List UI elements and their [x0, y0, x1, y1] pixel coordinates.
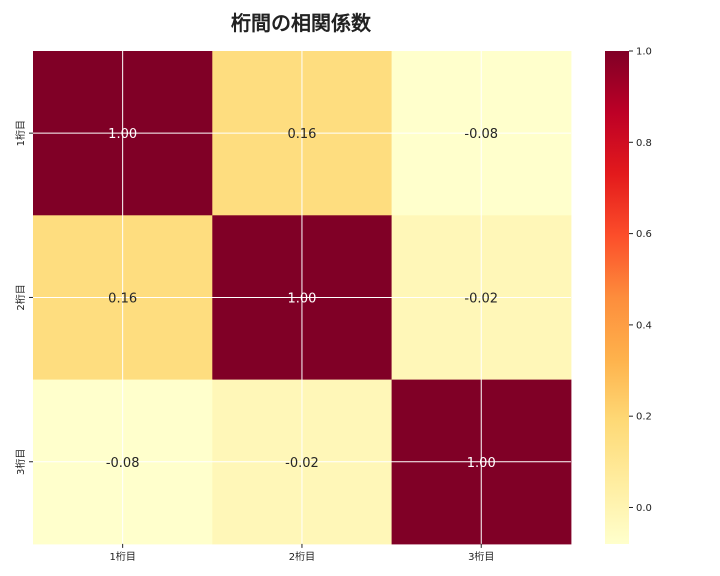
cell-value-label: 1.00	[287, 291, 316, 306]
cell-value-label: -0.08	[106, 456, 140, 471]
cell-value-label: -0.08	[464, 127, 498, 142]
colorbar-tick-label: 0.8	[636, 138, 652, 149]
colorbar	[605, 51, 629, 544]
colorbar-tick-label: 0.0	[636, 503, 652, 514]
cell-value-label: -0.02	[464, 291, 498, 306]
cell-value-label: -0.02	[285, 456, 319, 471]
x-axis-ticks: 1桁目 2桁目 3桁目	[109, 543, 494, 563]
colorbar-tick-label: 0.6	[636, 229, 652, 240]
cell-value-label: 0.16	[108, 291, 137, 306]
cell-value-label: 0.16	[287, 127, 316, 142]
colorbar-tick-label: 0.4	[636, 320, 652, 331]
colorbar-tick-label: 0.2	[636, 412, 652, 423]
x-tick-label: 3桁目	[468, 550, 494, 563]
heatmap-grid	[33, 51, 571, 544]
cell-value-label: 1.00	[467, 456, 496, 471]
colorbar-ticks: 0.0 0.2 0.4 0.6 0.8 1.0	[629, 47, 652, 514]
y-axis-ticks: 1桁目 2桁目 3桁目	[14, 120, 33, 475]
colorbar-tick-label: 1.0	[636, 47, 652, 58]
y-tick-label: 3桁目	[14, 449, 27, 475]
x-tick-label: 2桁目	[289, 550, 315, 563]
chart-title: 桁間の相関係数	[231, 11, 372, 35]
x-tick-label: 1桁目	[109, 550, 135, 563]
cell-value-label: 1.00	[108, 127, 137, 142]
y-tick-label: 1桁目	[14, 120, 27, 146]
heatmap-value-labels: 1.00 0.16 -0.08 0.16 1.00 -0.02 -0.08 -0.02 1.00	[106, 127, 498, 471]
y-tick-label: 2桁目	[14, 284, 27, 310]
